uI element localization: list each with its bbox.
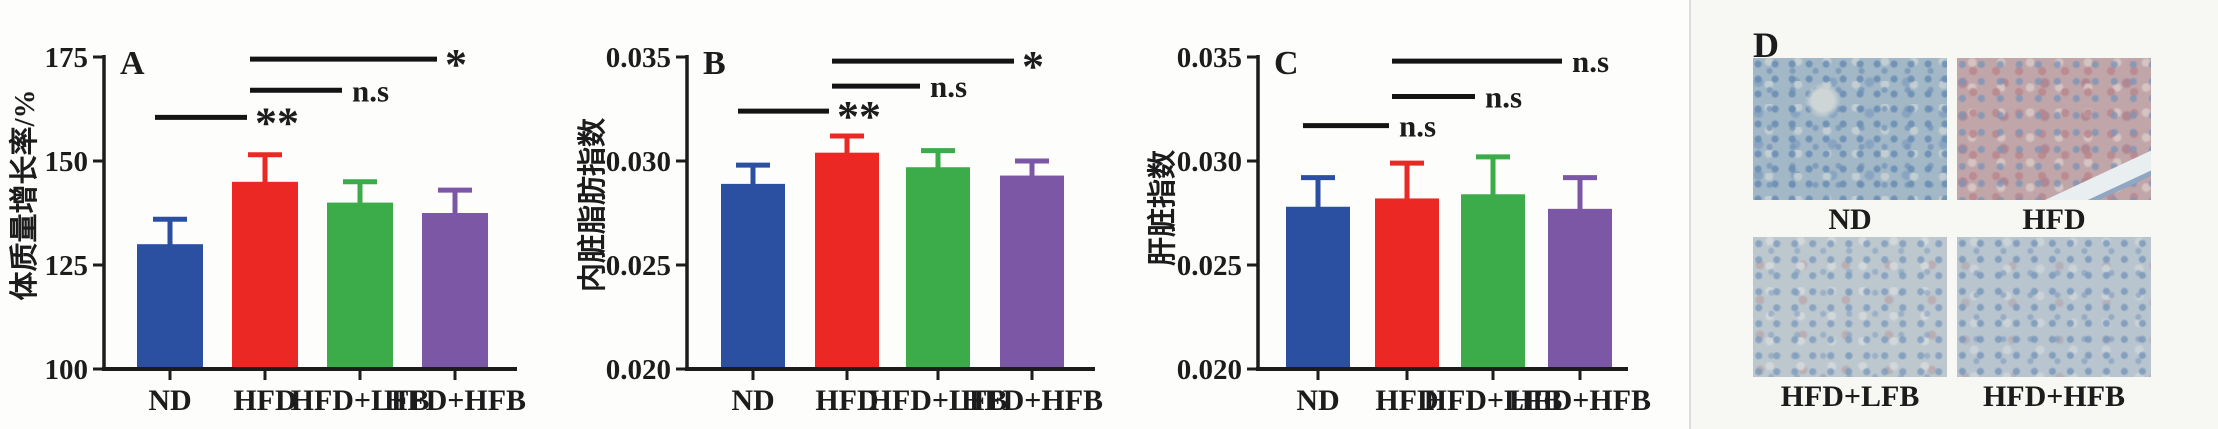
bar-HFD+HFB [1548,208,1612,369]
bar-HFD [232,181,298,369]
y-tick-label: 0.025 [606,250,671,282]
y-axis-title: 体质量增长率/% [7,89,41,300]
bar-HFD+LFB [906,167,970,369]
micrograph-label-hfd: HFD [2022,203,2086,236]
y-tick-label: 0.035 [1177,42,1242,74]
significance-label: n.s [1572,44,1609,79]
micrograph-nd: ND [1753,58,1947,236]
x-category-label-ND: ND [1296,384,1339,417]
micrograph-hfd-hfb: HFD+HFB [1957,237,2151,413]
x-category-label-HFD+LFB: HFD+LFB [1424,384,1563,417]
significance-label: n.s [1485,80,1522,115]
x-category-label-ND: ND [148,384,191,417]
x-category-label-ND: ND [731,384,774,417]
bar-chart-panel-a: 100 125 150 175 ND HFD HFD+LFB HFD+HFB ** n.s * A 体质… [0,0,560,429]
micrograph-label-nd: ND [1828,203,1872,236]
y-tick-label: 0.035 [606,42,671,74]
bar-HFD [815,152,879,369]
significance-label: ** [837,92,881,141]
x-category-label-HFD+HFB: HFD+HFB [961,384,1103,417]
significance-label: * [445,40,467,89]
micrograph-label-hfd-hfb: HFD+HFB [1982,380,2126,413]
micrograph-hfd-lfb: HFD+LFB [1753,237,1947,413]
y-tick-label: 0.030 [1177,146,1242,178]
micrograph-hfd: HFD [1957,58,2151,236]
significance-label: ** [255,98,299,147]
panel-letter-b: B [703,45,726,82]
bar-HFD+HFB [1000,175,1064,369]
bar-HFD [1375,198,1439,369]
bar-ND [1286,206,1350,369]
y-tick-label: 100 [45,354,89,386]
x-category-label-HFD: HFD [815,384,878,417]
y-tick-label: 150 [45,146,89,178]
y-tick-label: 0.020 [606,354,671,386]
micrograph-image-hfd-hfb [1957,237,2151,377]
x-category-label-HFD: HFD [233,384,296,417]
panel-divider-line [1689,0,1691,429]
significance-label: n.s [1399,109,1436,144]
bar-chart-panel-b: 0.020 0.025 0.030 0.035 ND HFD HFD+LFB HFD+HFB *… [560,0,1120,429]
panel-letter-a: A [120,45,145,82]
bar-ND [721,183,785,369]
bar-HFD+LFB [1461,194,1525,369]
y-tick-label: 0.020 [1177,354,1242,386]
micrograph-image-hfd [1957,58,2151,200]
x-category-label-HFD: HFD [1375,384,1438,417]
significance-label: n.s [352,73,389,108]
tissue-streak [2019,144,2151,200]
x-category-label-HFD+LFB: HFD+LFB [291,384,430,417]
panel-letter-c: C [1274,45,1299,82]
y-tick-label: 0.025 [1177,250,1242,282]
y-tick-label: 125 [45,250,89,282]
significance-label: n.s [930,69,967,104]
micrograph-label-hfd-lfb: HFD+LFB [1780,380,1920,413]
y-tick-label: 0.030 [606,146,671,178]
bar-HFD+LFB [327,202,393,369]
y-tick-label: 175 [45,42,89,74]
x-category-label-HFD+LFB: HFD+LFB [869,384,1008,417]
bar-ND [137,244,203,369]
y-axis-title: 内脏脂肪指数 [575,117,609,292]
x-category-label-HFD+HFB: HFD+HFB [1509,384,1651,417]
x-category-label-HFD+HFB: HFD+HFB [384,384,526,417]
y-axis-title: 肝脏指数 [1145,149,1179,266]
significance-label: * [1022,42,1044,91]
bar-HFD+HFB [422,213,488,369]
micrograph-image-hfd-lfb [1753,237,1947,377]
micrograph-image-nd [1753,58,1947,200]
bar-chart-panel-c: 0.020 0.025 0.030 0.035 ND HFD HFD+LFB HFD+HFB n… [1120,0,1680,429]
